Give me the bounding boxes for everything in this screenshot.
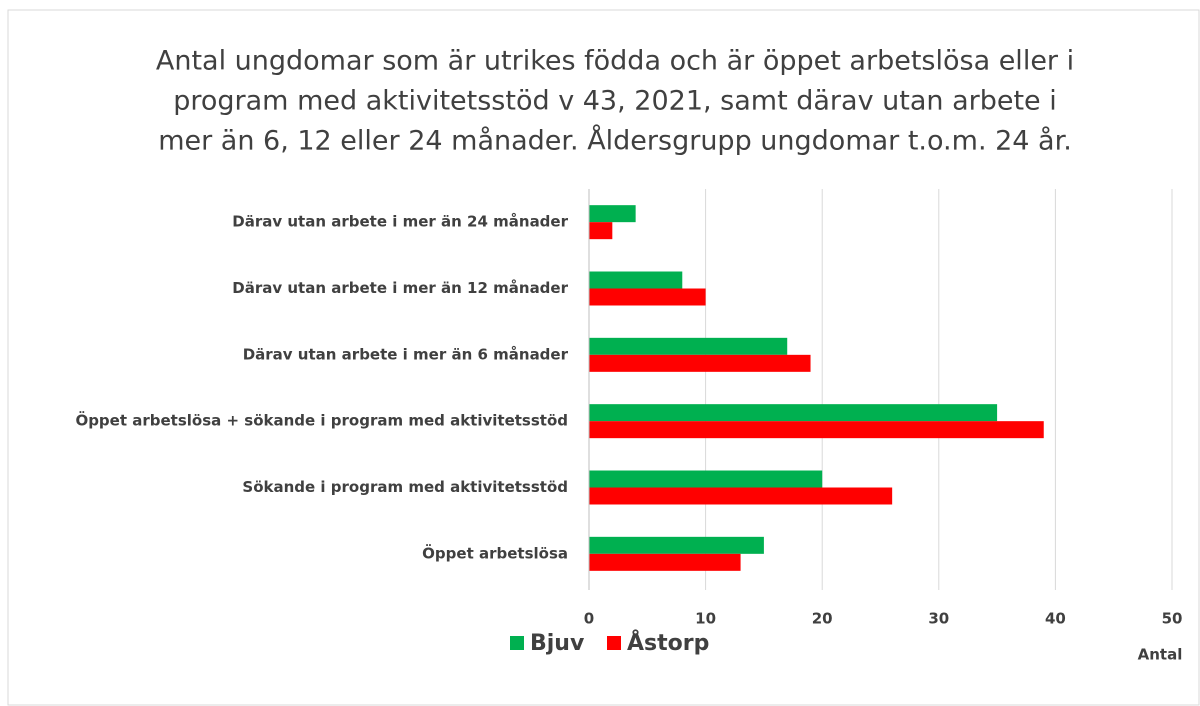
bar	[589, 404, 998, 422]
bar	[589, 470, 823, 488]
x-tick-label: 40	[1045, 610, 1066, 628]
legend-label: Åstorp	[627, 630, 709, 656]
x-tick-label: 20	[812, 610, 833, 628]
y-tick-label: Sökande i program med aktivitetsstöd	[242, 478, 568, 496]
y-tick-label: Öppet arbetslösa	[422, 543, 568, 562]
bar	[589, 222, 613, 240]
x-tick-label: 50	[1162, 610, 1183, 628]
y-tick-label: Därav utan arbete i mer än 12 månader	[232, 279, 568, 297]
bar	[589, 288, 706, 306]
bar	[589, 553, 741, 571]
chart-title: mer än 6, 12 eller 24 månader. Åldersgru…	[158, 125, 1072, 157]
bar	[589, 354, 811, 372]
bar	[589, 337, 788, 355]
bar	[589, 487, 893, 505]
bar	[589, 421, 1044, 439]
legend-swatch	[607, 636, 621, 650]
y-tick-label: Därav utan arbete i mer än 6 månader	[243, 345, 569, 363]
bar	[589, 271, 683, 289]
chart-title: program med aktivitetsstöd v 43, 2021, s…	[173, 86, 1057, 117]
legend-label: Bjuv	[530, 631, 585, 656]
bar	[589, 205, 636, 223]
x-tick-label: 0	[584, 610, 594, 628]
chart-title: Antal ungdomar som är utrikes födda och …	[156, 46, 1074, 77]
bar	[589, 536, 764, 554]
y-tick-label: Därav utan arbete i mer än 24 månader	[232, 213, 568, 231]
x-axis-label: Antal	[1138, 646, 1183, 664]
legend-swatch	[510, 636, 524, 650]
x-tick-label: 10	[695, 610, 716, 628]
x-tick-label: 30	[928, 610, 949, 628]
y-tick-label: Öppet arbetslösa + sökande i program med…	[75, 411, 568, 430]
